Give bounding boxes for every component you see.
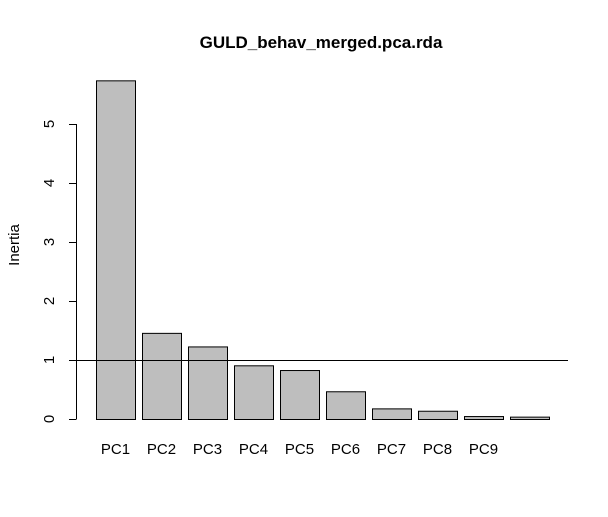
bar-pc3 bbox=[188, 346, 228, 420]
y-tick-label: 4 bbox=[41, 179, 58, 187]
bar-pc1 bbox=[96, 80, 136, 420]
bar-pc2 bbox=[142, 332, 182, 420]
bar-pc8 bbox=[418, 410, 458, 420]
y-axis-label: Inertia bbox=[6, 224, 23, 266]
y-axis: 0 1 2 3 4 5 bbox=[41, 120, 77, 423]
bar-pc6 bbox=[326, 391, 366, 420]
category-label-pc4: PC4 bbox=[239, 441, 268, 458]
category-label-pc2: PC2 bbox=[147, 441, 176, 458]
category-labels: PC1 PC2 PC3 PC4 PC5 PC6 PC7 PC8 PC9 bbox=[101, 441, 498, 458]
bar-pc10 bbox=[510, 416, 550, 421]
y-tick-label: 1 bbox=[41, 356, 58, 364]
bar-pc7 bbox=[372, 408, 412, 421]
category-label-pc9: PC9 bbox=[469, 441, 498, 458]
y-tick-label: 2 bbox=[41, 297, 58, 305]
bar-pc5 bbox=[280, 370, 320, 420]
category-label-pc3: PC3 bbox=[193, 441, 222, 458]
y-tick-label: 5 bbox=[41, 120, 58, 128]
category-label-pc7: PC7 bbox=[377, 441, 406, 458]
bar-pc9 bbox=[464, 416, 504, 420]
bar-pc4 bbox=[234, 365, 274, 420]
category-label-pc6: PC6 bbox=[331, 441, 360, 458]
category-label-pc1: PC1 bbox=[101, 441, 130, 458]
bars-group bbox=[96, 80, 550, 421]
category-label-pc8: PC8 bbox=[423, 441, 452, 458]
chart-title: GULD_behav_merged.pca.rda bbox=[200, 33, 443, 52]
y-tick-label: 3 bbox=[41, 238, 58, 246]
y-tick-label: 0 bbox=[41, 415, 58, 423]
category-label-pc5: PC5 bbox=[285, 441, 314, 458]
